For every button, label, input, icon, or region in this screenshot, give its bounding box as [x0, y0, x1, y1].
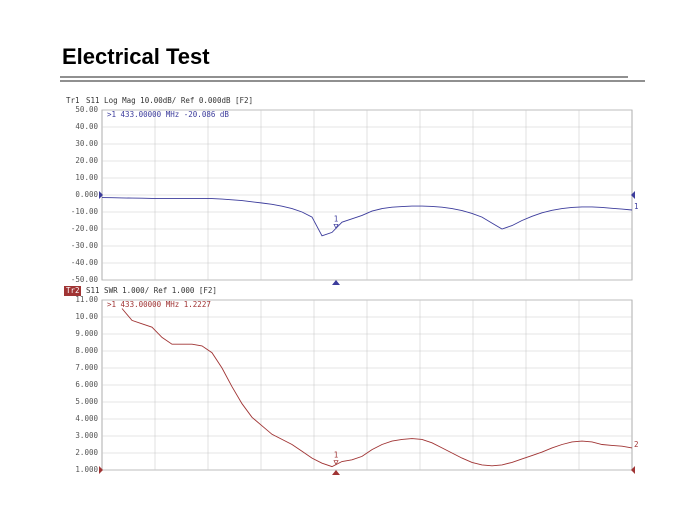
y-tick-label: -40.00 — [71, 258, 99, 267]
y-tick-label: 9.000 — [75, 329, 98, 338]
chart-title: S11 Log Mag 10.00dB/ Ref 0.000dB [F2] — [86, 96, 253, 105]
marker-label: 1 — [334, 214, 339, 223]
y-tick-label: -30.00 — [71, 241, 99, 250]
trace-end-label: 1 — [634, 202, 639, 211]
y-tick-label: 11.00 — [75, 295, 98, 304]
trace-end-label: 2 — [634, 440, 639, 449]
marker-pointer — [332, 470, 340, 475]
y-tick-label: 5.000 — [75, 397, 98, 406]
y-tick-label: 10.00 — [75, 173, 98, 182]
y-tick-label: 1.000 — [75, 465, 98, 474]
marker-readout: >1 433.00000 MHz -20.086 dB — [107, 110, 229, 119]
ref-arrow — [99, 466, 103, 474]
y-tick-label: -20.00 — [71, 224, 99, 233]
trace-badge — [64, 286, 81, 296]
ref-arrow — [99, 191, 103, 199]
marker-pointer — [332, 280, 340, 285]
y-tick-label: -10.00 — [71, 207, 99, 216]
y-tick-label: 30.00 — [75, 139, 98, 148]
marker-glyph — [333, 223, 339, 230]
y-tick-label: 8.000 — [75, 346, 98, 355]
y-tick-label: 20.00 — [75, 156, 98, 165]
y-tick-label: 4.000 — [75, 414, 98, 423]
y-tick-label: -50.00 — [71, 275, 99, 284]
y-tick-label: 40.00 — [75, 122, 98, 131]
ref-arrow — [631, 466, 635, 474]
trace-id: Tr2 — [66, 286, 80, 295]
ref-arrow — [631, 191, 635, 199]
marker-glyph — [333, 460, 339, 466]
y-tick-label: 7.000 — [75, 363, 98, 372]
marker-label: 1 — [334, 451, 339, 460]
trace-line — [121, 308, 633, 468]
page-title: Electrical Test — [62, 44, 210, 69]
y-tick-label: 50.00 — [75, 105, 98, 114]
marker-readout: >1 433.00000 MHz 1.2227 — [107, 300, 211, 309]
y-tick-label: 10.00 — [75, 312, 98, 321]
y-tick-label: 3.000 — [75, 431, 98, 440]
y-tick-label: 6.000 — [75, 380, 98, 389]
chart-title: S11 SWR 1.000/ Ref 1.000 [F2] — [86, 286, 217, 295]
trace-id: Tr1 — [66, 96, 80, 105]
y-tick-label: 2.000 — [75, 448, 98, 457]
y-tick-label: 0.000 — [75, 190, 98, 199]
trace-line — [101, 197, 633, 237]
